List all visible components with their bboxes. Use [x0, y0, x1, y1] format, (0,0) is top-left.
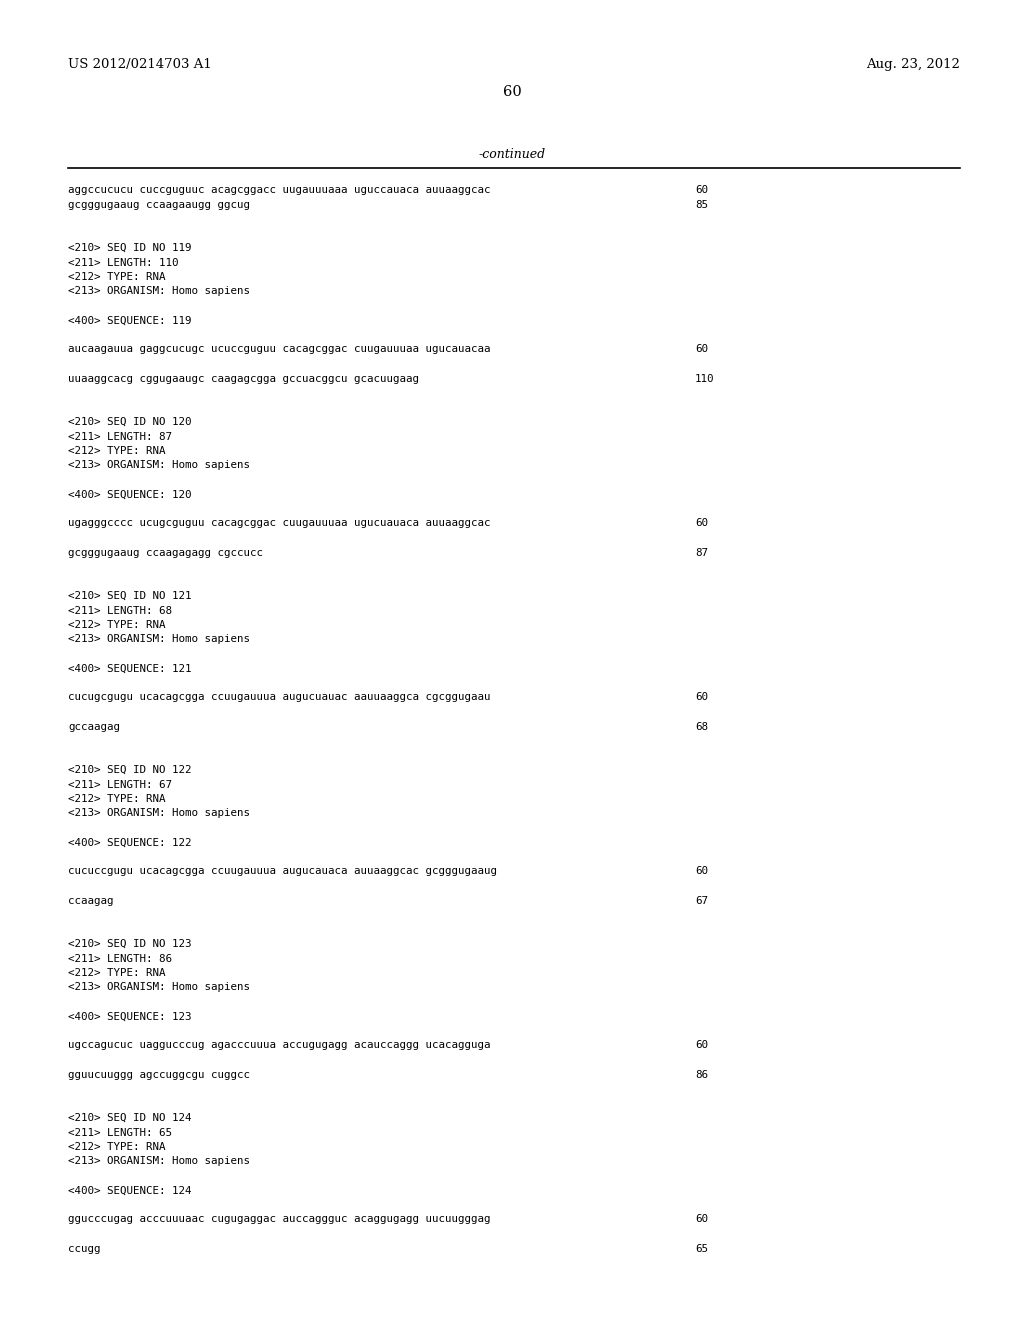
Text: gcgggugaaug ccaagaaugg ggcug: gcgggugaaug ccaagaaugg ggcug	[68, 199, 250, 210]
Text: 110: 110	[695, 374, 715, 384]
Text: <210> SEQ ID NO 120: <210> SEQ ID NO 120	[68, 417, 191, 426]
Text: 86: 86	[695, 1069, 708, 1080]
Text: <213> ORGANISM: Homo sapiens: <213> ORGANISM: Homo sapiens	[68, 286, 250, 297]
Text: ugccagucuc uaggucccug agacccuuua accugugagg acauccaggg ucacagguga: ugccagucuc uaggucccug agacccuuua accugug…	[68, 1040, 490, 1051]
Text: uuaaggcacg cggugaaugc caagagcgga gccuacggcu gcacuugaag: uuaaggcacg cggugaaugc caagagcgga gccuacg…	[68, 374, 419, 384]
Text: <210> SEQ ID NO 123: <210> SEQ ID NO 123	[68, 939, 191, 949]
Text: <210> SEQ ID NO 124: <210> SEQ ID NO 124	[68, 1113, 191, 1123]
Text: <211> LENGTH: 110: <211> LENGTH: 110	[68, 257, 178, 268]
Text: US 2012/0214703 A1: US 2012/0214703 A1	[68, 58, 212, 71]
Text: ugagggcccc ucugcguguu cacagcggac cuugauuuaa ugucuauaca auuaaggcac: ugagggcccc ucugcguguu cacagcggac cuugauu…	[68, 519, 490, 528]
Text: <212> TYPE: RNA: <212> TYPE: RNA	[68, 620, 166, 630]
Text: 85: 85	[695, 199, 708, 210]
Text: -continued: -continued	[478, 148, 546, 161]
Text: <212> TYPE: RNA: <212> TYPE: RNA	[68, 446, 166, 455]
Text: <400> SEQUENCE: 122: <400> SEQUENCE: 122	[68, 837, 191, 847]
Text: <213> ORGANISM: Homo sapiens: <213> ORGANISM: Homo sapiens	[68, 461, 250, 470]
Text: 60: 60	[695, 693, 708, 702]
Text: <213> ORGANISM: Homo sapiens: <213> ORGANISM: Homo sapiens	[68, 635, 250, 644]
Text: 60: 60	[695, 1214, 708, 1225]
Text: <212> TYPE: RNA: <212> TYPE: RNA	[68, 1142, 166, 1152]
Text: 60: 60	[503, 84, 521, 99]
Text: cucugcgugu ucacagcgga ccuugauuua augucuauac aauuaaggca cgcggugaau: cucugcgugu ucacagcgga ccuugauuua augucua…	[68, 693, 490, 702]
Text: 87: 87	[695, 548, 708, 557]
Text: ccaagag: ccaagag	[68, 895, 114, 906]
Text: 60: 60	[695, 345, 708, 355]
Text: cucuccgugu ucacagcgga ccuugauuua augucauaca auuaaggcac gcgggugaaug: cucuccgugu ucacagcgga ccuugauuua augucau…	[68, 866, 497, 876]
Text: <211> LENGTH: 67: <211> LENGTH: 67	[68, 780, 172, 789]
Text: ccugg: ccugg	[68, 1243, 100, 1254]
Text: aggccucucu cuccguguuc acagcggacc uugauuuaaa uguccauaca auuaaggcac: aggccucucu cuccguguuc acagcggacc uugauuu…	[68, 185, 490, 195]
Text: <400> SEQUENCE: 121: <400> SEQUENCE: 121	[68, 664, 191, 673]
Text: <400> SEQUENCE: 120: <400> SEQUENCE: 120	[68, 490, 191, 499]
Text: 60: 60	[695, 1040, 708, 1051]
Text: <211> LENGTH: 65: <211> LENGTH: 65	[68, 1127, 172, 1138]
Text: 68: 68	[695, 722, 708, 731]
Text: <400> SEQUENCE: 124: <400> SEQUENCE: 124	[68, 1185, 191, 1196]
Text: 60: 60	[695, 866, 708, 876]
Text: 60: 60	[695, 185, 708, 195]
Text: <213> ORGANISM: Homo sapiens: <213> ORGANISM: Homo sapiens	[68, 982, 250, 993]
Text: <211> LENGTH: 68: <211> LENGTH: 68	[68, 606, 172, 615]
Text: <211> LENGTH: 86: <211> LENGTH: 86	[68, 953, 172, 964]
Text: <210> SEQ ID NO 119: <210> SEQ ID NO 119	[68, 243, 191, 253]
Text: 65: 65	[695, 1243, 708, 1254]
Text: <212> TYPE: RNA: <212> TYPE: RNA	[68, 795, 166, 804]
Text: <212> TYPE: RNA: <212> TYPE: RNA	[68, 272, 166, 282]
Text: aucaagauua gaggcucugc ucuccguguu cacagcggac cuugauuuaa ugucauacaa: aucaagauua gaggcucugc ucuccguguu cacagcg…	[68, 345, 490, 355]
Text: <213> ORGANISM: Homo sapiens: <213> ORGANISM: Homo sapiens	[68, 1156, 250, 1167]
Text: gccaagag: gccaagag	[68, 722, 120, 731]
Text: gguucuuggg agccuggcgu cuggcc: gguucuuggg agccuggcgu cuggcc	[68, 1069, 250, 1080]
Text: <213> ORGANISM: Homo sapiens: <213> ORGANISM: Homo sapiens	[68, 808, 250, 818]
Text: 60: 60	[695, 519, 708, 528]
Text: ggucccugag acccuuuaac cugugaggac auccaggguc acaggugagg uucuugggag: ggucccugag acccuuuaac cugugaggac auccagg…	[68, 1214, 490, 1225]
Text: 67: 67	[695, 895, 708, 906]
Text: gcgggugaaug ccaagagagg cgccucc: gcgggugaaug ccaagagagg cgccucc	[68, 548, 263, 557]
Text: <212> TYPE: RNA: <212> TYPE: RNA	[68, 968, 166, 978]
Text: <211> LENGTH: 87: <211> LENGTH: 87	[68, 432, 172, 441]
Text: <210> SEQ ID NO 121: <210> SEQ ID NO 121	[68, 591, 191, 601]
Text: <210> SEQ ID NO 122: <210> SEQ ID NO 122	[68, 766, 191, 775]
Text: Aug. 23, 2012: Aug. 23, 2012	[866, 58, 961, 71]
Text: <400> SEQUENCE: 119: <400> SEQUENCE: 119	[68, 315, 191, 326]
Text: <400> SEQUENCE: 123: <400> SEQUENCE: 123	[68, 1011, 191, 1022]
